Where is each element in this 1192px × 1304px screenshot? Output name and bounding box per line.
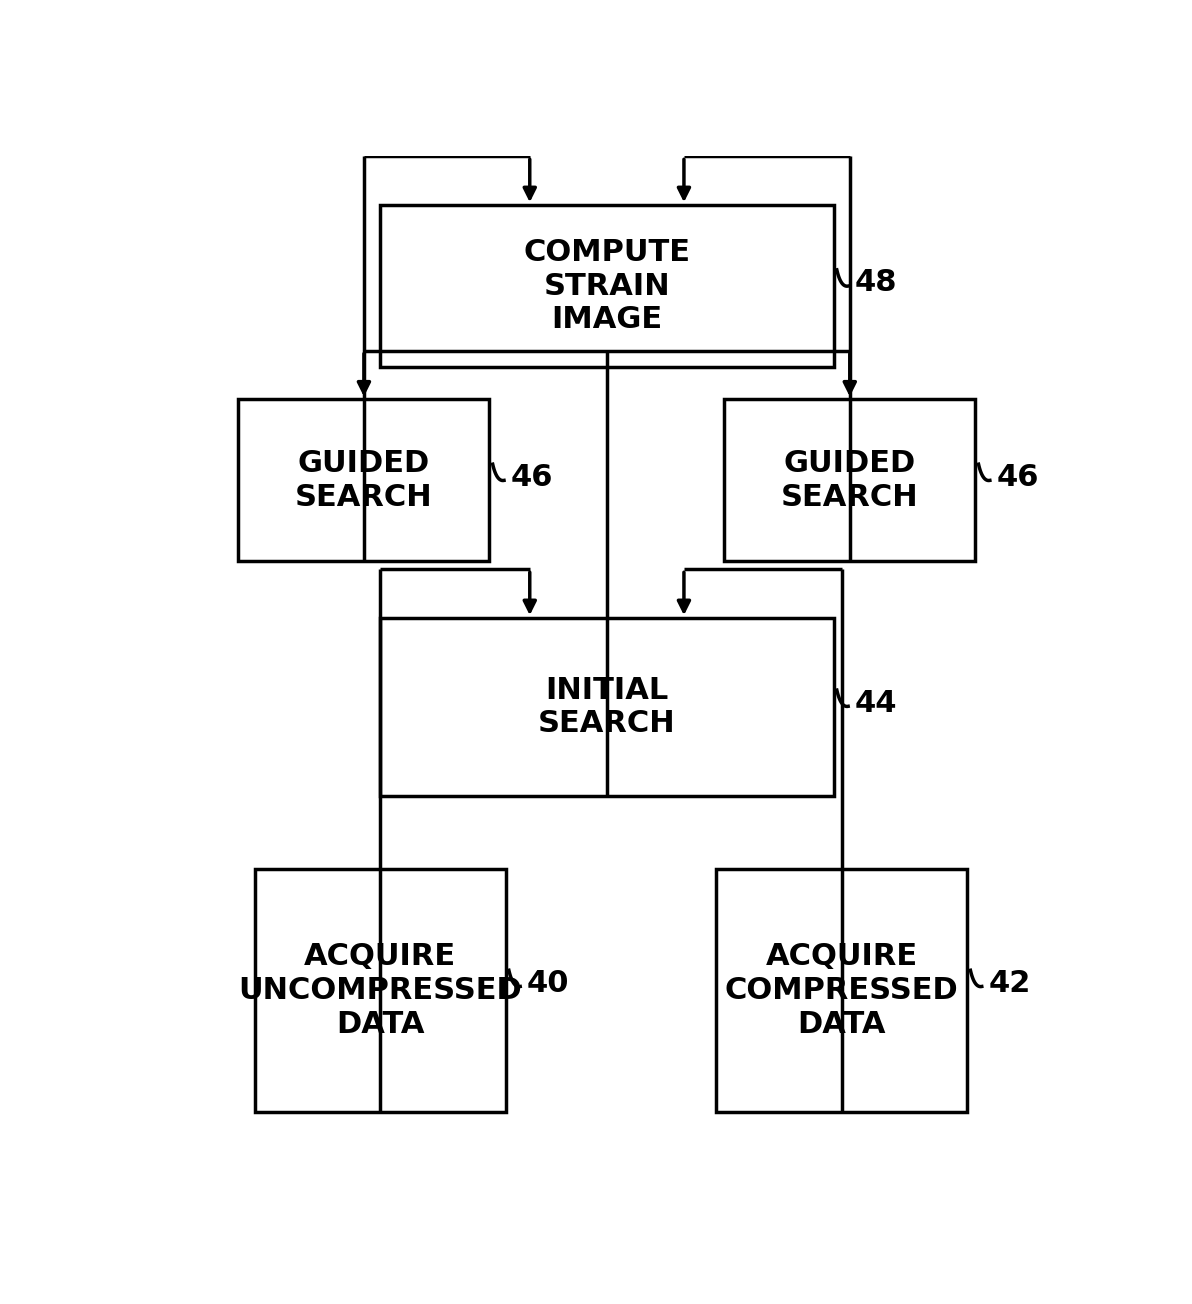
Text: 44: 44 (855, 689, 898, 717)
Bar (725, 399, 975, 561)
Bar (716, 868, 967, 1112)
Text: 48: 48 (855, 269, 898, 297)
Text: 46: 46 (997, 463, 1039, 492)
Text: COMPUTE
STRAIN
IMAGE: COMPUTE STRAIN IMAGE (523, 237, 690, 334)
Bar (380, 205, 833, 366)
Text: 42: 42 (988, 969, 1031, 998)
Text: GUIDED
SEARCH: GUIDED SEARCH (781, 449, 919, 511)
Text: 40: 40 (527, 969, 570, 998)
Text: GUIDED
SEARCH: GUIDED SEARCH (296, 449, 433, 511)
Text: ACQUIRE
COMPRESSED
DATA: ACQUIRE COMPRESSED DATA (725, 943, 958, 1038)
Text: INITIAL
SEARCH: INITIAL SEARCH (538, 675, 676, 738)
Text: ACQUIRE
UNCOMPRESSED
DATA: ACQUIRE UNCOMPRESSED DATA (238, 943, 522, 1038)
Bar (238, 399, 490, 561)
Bar (255, 868, 505, 1112)
Bar (380, 618, 833, 797)
Text: 46: 46 (510, 463, 553, 492)
